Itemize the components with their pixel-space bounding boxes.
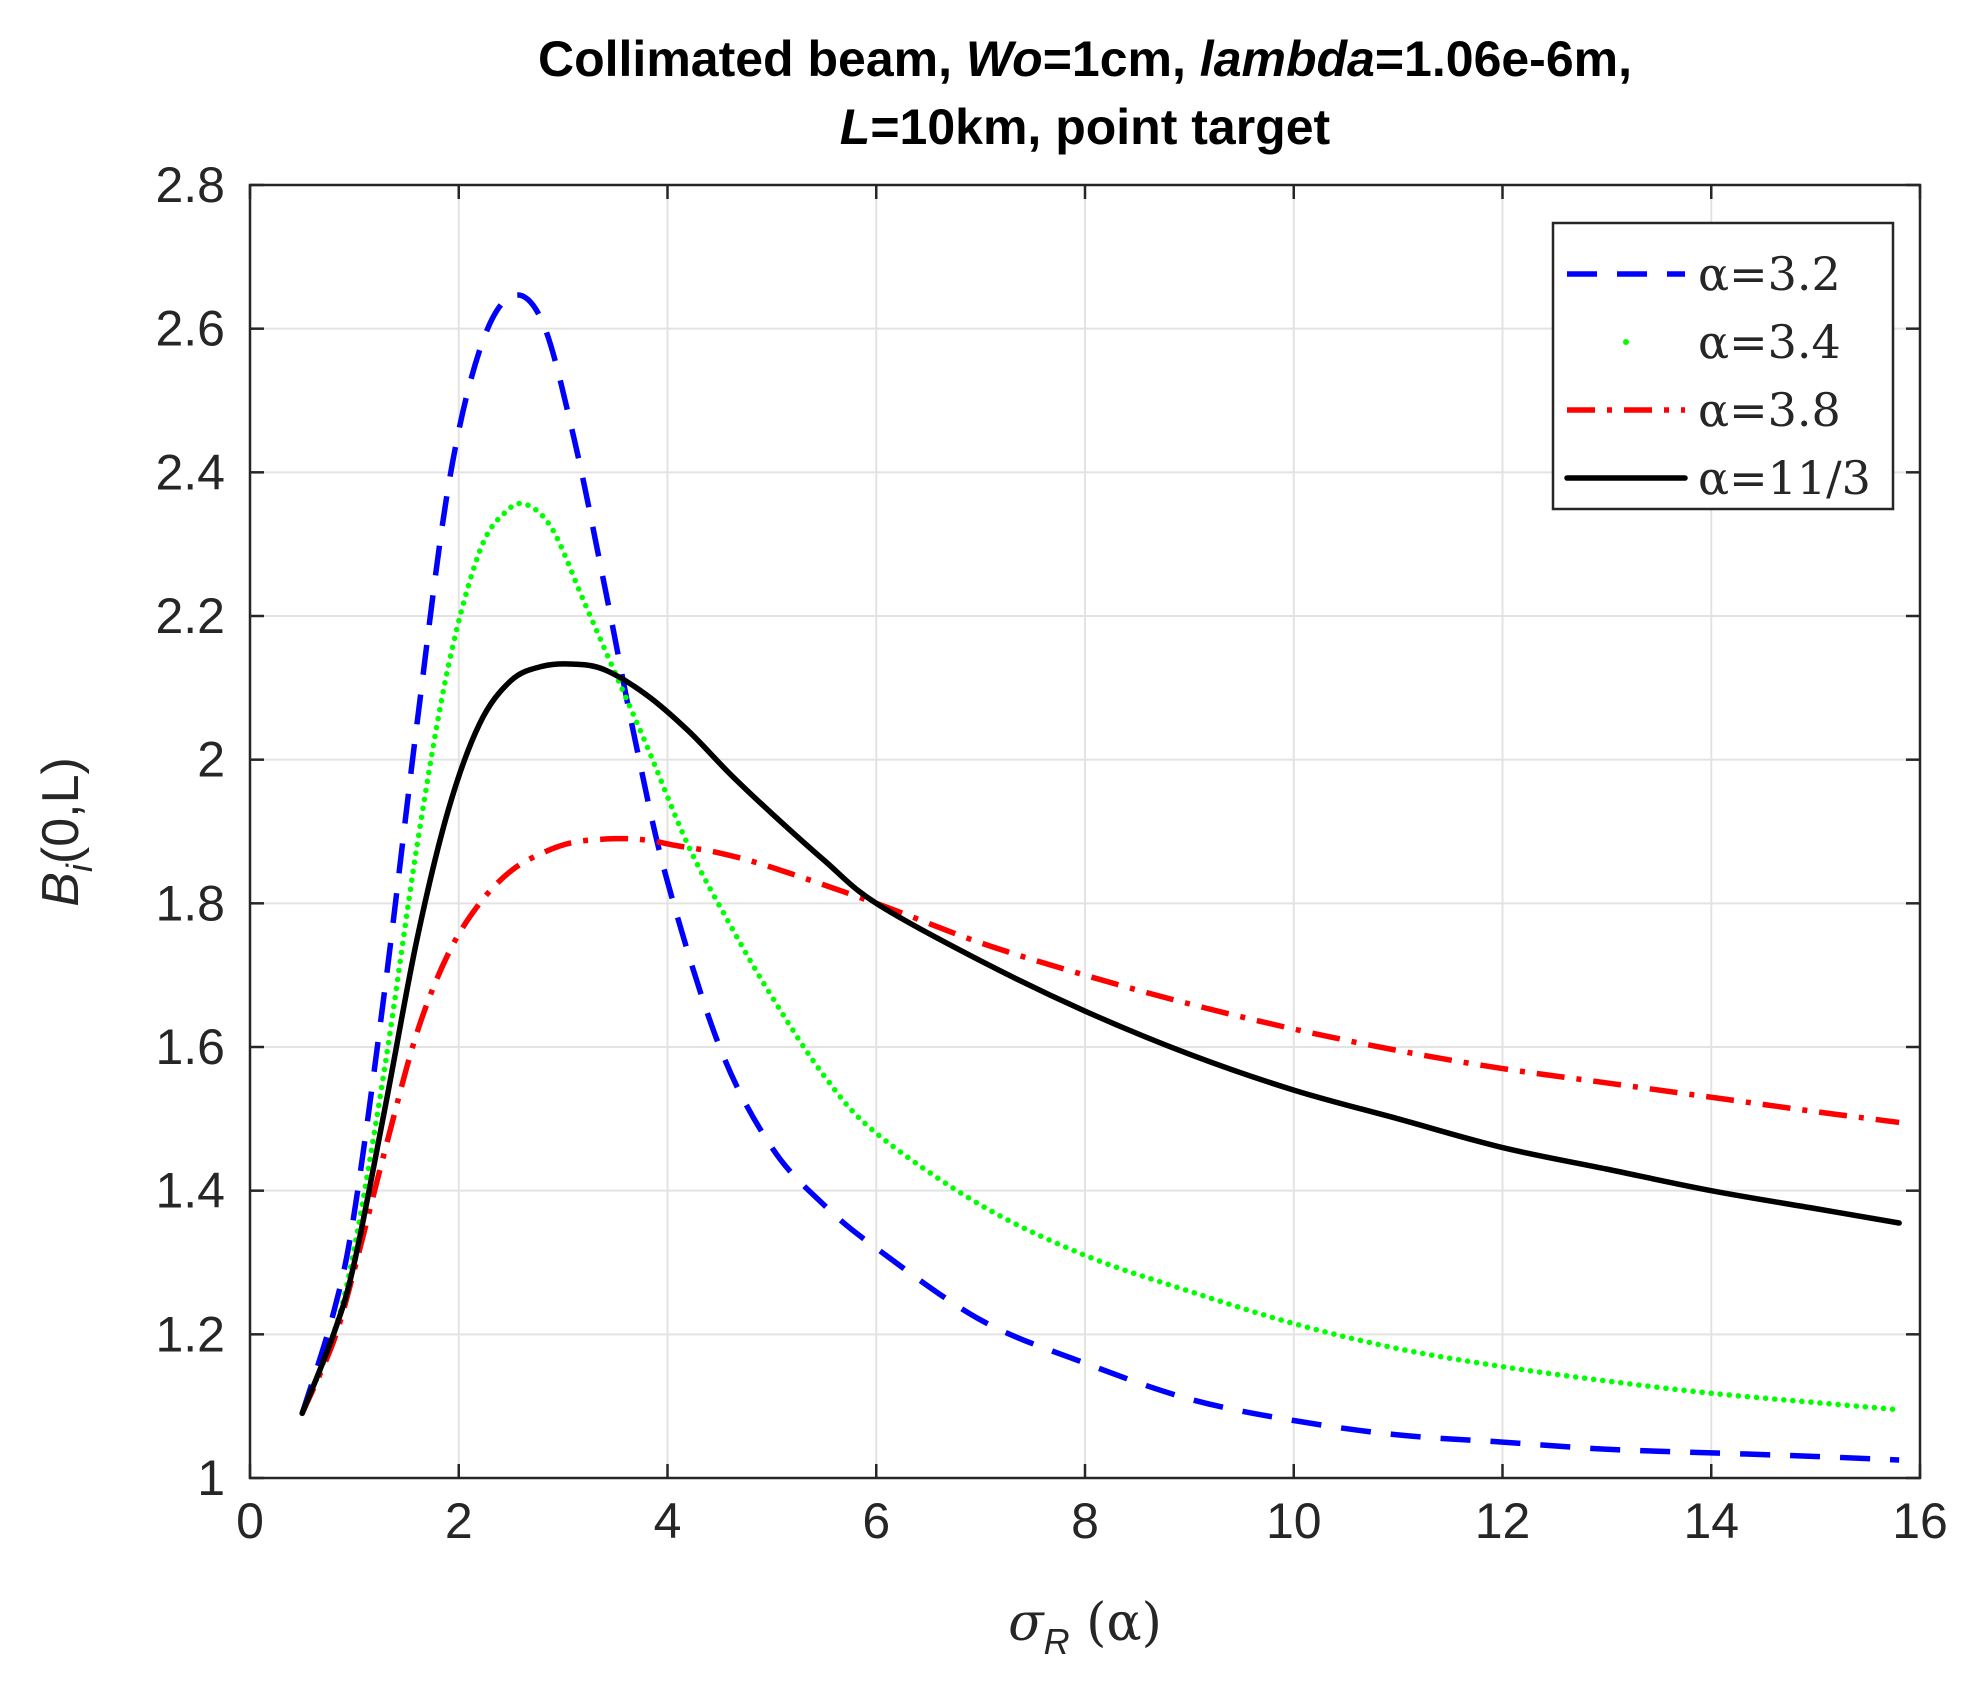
- legend-label-3: α=11/3: [1698, 451, 1871, 505]
- x-tick-label-5: 10: [1266, 1493, 1322, 1549]
- y-tick-label-7: 2.4: [155, 444, 225, 500]
- y-tick-label-4: 1.8: [155, 875, 225, 931]
- y-tick-label-1: 1.2: [155, 1306, 225, 1362]
- series-line-3: [299, 661, 1902, 1417]
- series-line-0: [299, 292, 1900, 1463]
- y-tick-label-2: 1.4: [155, 1163, 225, 1219]
- x-tick-label-6: 12: [1475, 1493, 1531, 1549]
- legend-swatch-1: [1623, 339, 1629, 345]
- x-tick-label-8: 16: [1892, 1493, 1948, 1549]
- series-layer: [299, 292, 1902, 1463]
- y-tick-label-5: 2: [197, 732, 225, 788]
- x-axis-label: σR (α): [1008, 1593, 1162, 1662]
- y-tick-label-6: 2.2: [155, 588, 225, 644]
- legend-label-0: α=3.2: [1698, 247, 1841, 301]
- x-tick-label-0: 0: [236, 1493, 264, 1549]
- ticks: 0 2 4 6 8 10 12 14 16 1 1.2 1.4 1.6 1.8 2 2.2 2.4 2.6 2.8: [155, 157, 1947, 1549]
- chart-title-line-1: Collimated beam, Wo=1cm, lambda=1.06e-6m…: [538, 31, 1632, 87]
- x-tick-label-3: 6: [862, 1493, 890, 1549]
- legend: α=3.2 α=3.4 α=3.8 α=11/3: [1551, 221, 1895, 511]
- y-tick-label-0: 1: [197, 1450, 225, 1506]
- x-tick-label-7: 14: [1683, 1493, 1739, 1549]
- y-tick-label-8: 2.6: [155, 301, 225, 357]
- legend-label-2: α=3.8: [1698, 383, 1841, 437]
- series-line-1: [299, 500, 1902, 1417]
- chart-title-line-2: L=10km, point target: [840, 99, 1331, 155]
- y-tick-label-3: 1.6: [155, 1019, 225, 1075]
- legend-label-1: α=3.4: [1698, 315, 1841, 369]
- legend-box: [1551, 221, 1895, 511]
- x-tick-label-4: 8: [1071, 1493, 1099, 1549]
- y-tick-label-9: 2.8: [155, 157, 225, 213]
- y-axis-label: Bi(0,L): [32, 757, 100, 907]
- x-tick-label-1: 2: [445, 1493, 473, 1549]
- x-tick-label-2: 4: [654, 1493, 682, 1549]
